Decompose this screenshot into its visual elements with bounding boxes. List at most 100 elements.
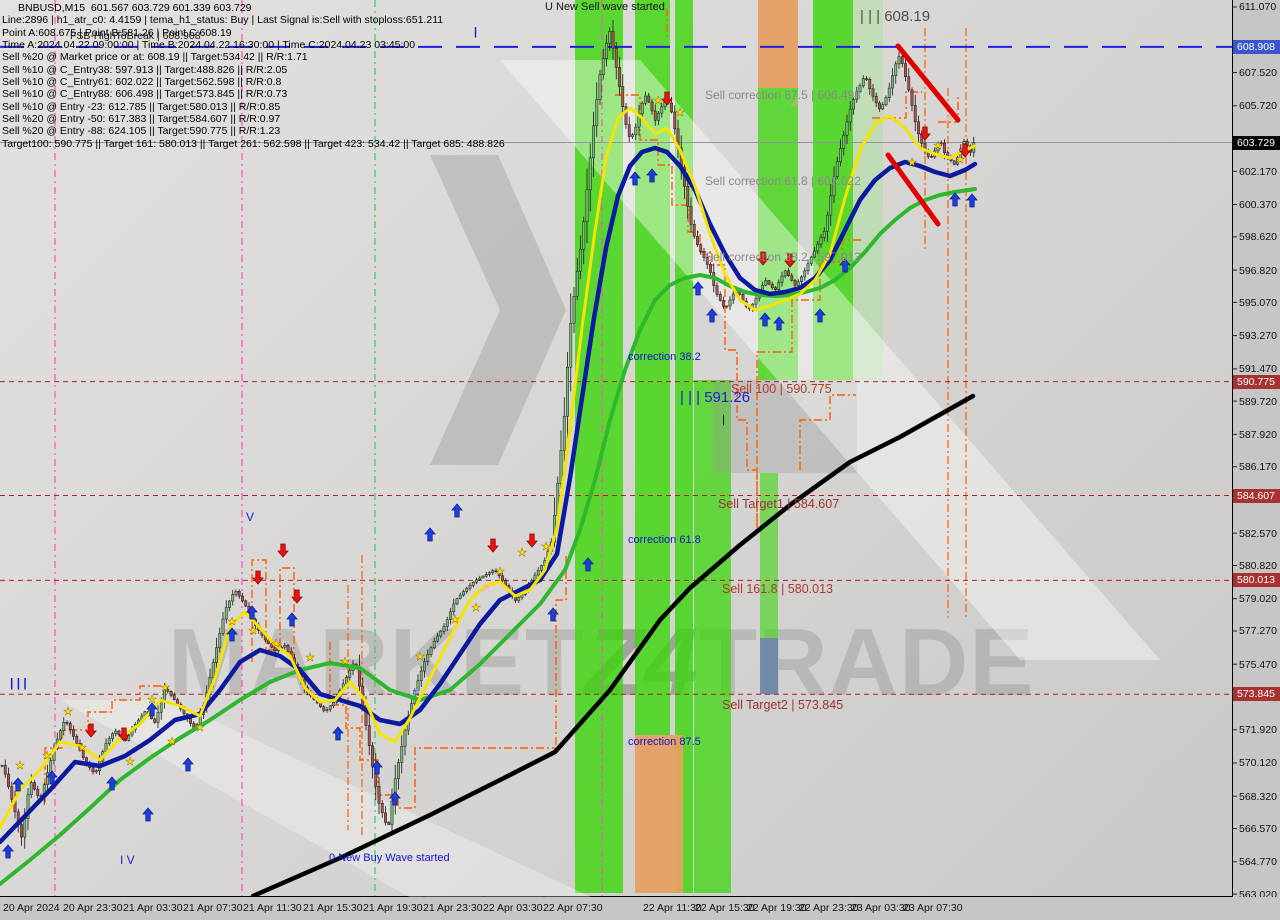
annotation-label: Sell correction 87.5 | 606.498: [705, 88, 861, 102]
candle-body: [494, 570, 498, 573]
bg-ribbon: [500, 60, 1160, 660]
candle-body: [686, 186, 690, 207]
candle-body: [569, 323, 573, 368]
candle-body: [471, 581, 475, 586]
time-tick-label: 22 Apr 03:30: [483, 902, 543, 914]
sell-arrow-icon: [919, 126, 931, 141]
candle-body: [442, 626, 446, 632]
candle-body: [540, 565, 543, 571]
buy-arrow-icon: [949, 192, 961, 207]
watermark-right: TRADE: [698, 609, 1035, 716]
star-icon: ★: [933, 140, 943, 152]
buy-arrow-icon: [226, 627, 238, 642]
candle-body: [644, 95, 647, 104]
channel-line: [756, 239, 862, 528]
candle-body: [29, 782, 33, 796]
channel-line: [329, 642, 555, 809]
sell-arrow-icon: [252, 570, 264, 585]
candle-body: [670, 102, 673, 113]
candle-body: [930, 156, 933, 158]
star-icon: ★: [541, 541, 551, 553]
candle-body: [156, 711, 160, 723]
time-tick-label: 21 Apr 19:30: [363, 902, 423, 914]
candle-body: [231, 594, 235, 602]
annotation-label: Sell Target2 | 573.845: [722, 698, 844, 712]
candle-body: [900, 56, 904, 64]
candle-body: [20, 824, 23, 838]
time-axis[interactable]: 20 Apr 2024 20 Apr 23:30 21 Apr 03:30 21 Ap…: [0, 897, 1280, 920]
price-tick-label: 568.320: [1239, 790, 1277, 803]
sell-arrow-icon: [526, 533, 538, 548]
annotation-label: | | |: [10, 676, 27, 690]
candle-body: [117, 730, 121, 735]
candle-body: [904, 63, 907, 78]
candle-body: [891, 75, 894, 89]
info-line: BNBUSD,M15 601.567 603.729 601.339 603.7…: [18, 2, 252, 14]
info-line: Target100: 590.775 || Target 161: 580.01…: [2, 137, 505, 150]
price-badge: 603.729: [1233, 135, 1280, 150]
candle-body: [660, 106, 664, 114]
candle-body: [62, 722, 66, 731]
candle-body: [878, 102, 881, 110]
star-icon: ★: [495, 566, 505, 578]
candle-body: [445, 619, 449, 627]
info-line: Point A:608.675 | Point B:581.26 | Point…: [2, 26, 232, 39]
candle-body: [283, 645, 287, 648]
candle-body: [91, 767, 95, 773]
star-icon: ★: [160, 682, 170, 694]
candle-body: [939, 142, 943, 145]
buy-arrow-icon: [46, 770, 58, 785]
bg-logo-chevron: [430, 155, 566, 465]
price-tick-label: 591.470: [1239, 363, 1277, 376]
candle-body: [371, 745, 374, 767]
price-badge: 573.845: [1233, 687, 1280, 702]
candle-body: [484, 574, 488, 577]
candle-body: [423, 661, 426, 672]
candle-body: [796, 281, 800, 286]
candle-body: [559, 450, 563, 484]
annotation-label: |: [722, 412, 726, 426]
candle-body: [218, 633, 222, 649]
candle-body: [572, 296, 576, 324]
candle-body: [465, 587, 469, 592]
candle-body: [803, 270, 807, 278]
price-tick-label: 589.720: [1239, 395, 1277, 408]
price-axis[interactable]: 611.070 607.520 605.720 602.170 600.370 598.6…: [1233, 0, 1280, 901]
annotation-label: correction 61.8: [628, 534, 701, 546]
candle-body: [166, 689, 170, 692]
ma-yellow: [0, 106, 977, 830]
candle-body: [601, 58, 605, 76]
sell-arrow-icon: [118, 727, 130, 742]
time-tick-label: 22 Apr 07:30: [543, 902, 603, 914]
candle-body: [806, 263, 810, 272]
annotation-label: Sell Target1 | 584.607: [718, 497, 840, 511]
annotation-label: U New Sell wave started: [545, 1, 665, 13]
candle-body: [501, 575, 504, 581]
candle-body: [0, 764, 4, 767]
candle-body: [881, 104, 885, 110]
annotation-label: | | | 608.19: [860, 8, 931, 25]
price-badge: 608.908: [1233, 39, 1280, 54]
time-tick-label: 22 Apr 19:30: [747, 902, 807, 914]
candle-body: [709, 264, 712, 273]
channel-line: [251, 559, 295, 662]
candle-body: [627, 124, 631, 137]
candle-body: [462, 591, 465, 596]
annotation-label: 0 New Buy Wave started: [329, 852, 450, 864]
candle-body: [478, 577, 482, 581]
time-tick-label: 23 Apr 03:30: [851, 902, 911, 914]
candle-body: [819, 236, 823, 245]
annotation-label: correction 38.2: [628, 351, 701, 363]
candle-body: [871, 88, 875, 97]
candle-body: [452, 603, 456, 612]
candle-body: [855, 91, 859, 100]
candle-body: [767, 280, 771, 285]
hollow-arrow-icon: ⇗: [943, 112, 953, 126]
candle-body: [653, 110, 657, 121]
buy-arrow-icon: [839, 258, 851, 273]
price-tick-label: 570.120: [1239, 757, 1277, 770]
candle-body: [153, 718, 157, 723]
candle-body: [228, 600, 231, 608]
candle-body: [842, 134, 846, 149]
